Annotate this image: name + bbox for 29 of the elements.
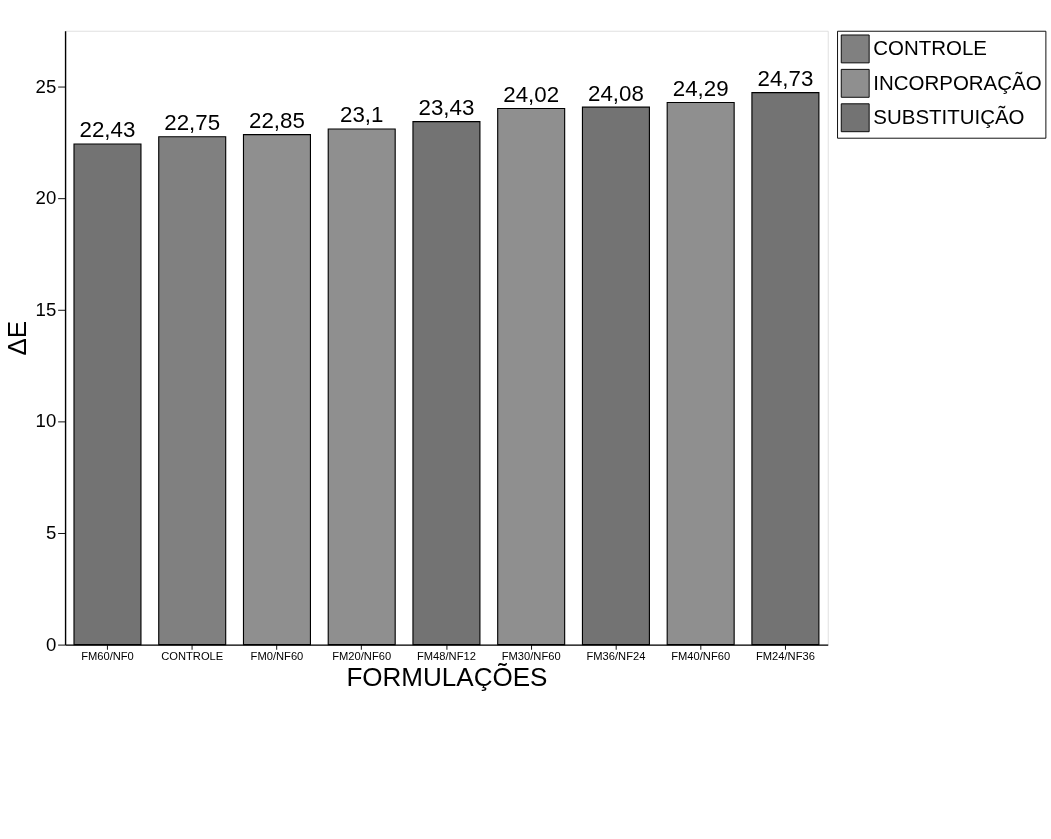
y-axis-title: ΔE — [2, 320, 33, 356]
y-tick-label: 25 — [35, 75, 57, 97]
legend-label: INCORPORAÇÃO — [873, 70, 1042, 94]
data-label: 24,73 — [757, 66, 814, 92]
x-tick-label: FM0/NF60 — [250, 649, 304, 662]
x-axis-title: FORMULAÇÕES — [346, 662, 548, 693]
data-label: 23,43 — [418, 95, 475, 121]
data-label: 24,08 — [588, 80, 644, 106]
x-tick-label: FM30/NF60 — [501, 649, 561, 662]
x-tick-label: FM36/NF24 — [586, 649, 646, 662]
legend-label: SUBSTITUIÇÃO — [873, 105, 1025, 129]
data-label: 22,75 — [164, 110, 221, 136]
data-label: 22,85 — [249, 108, 305, 134]
y-tick-label: 15 — [35, 298, 57, 320]
data-label: 22,43 — [79, 117, 136, 143]
x-tick-label: CONTROLE — [161, 649, 224, 662]
x-tick-label: FM40/NF60 — [671, 649, 731, 662]
x-tick-label: FM20/NF60 — [332, 649, 392, 662]
y-tick-label: 10 — [35, 410, 57, 432]
data-label: 23,1 — [339, 102, 384, 128]
x-tick-label: FM48/NF12 — [416, 649, 476, 662]
legend-label: CONTROLE — [873, 36, 988, 60]
data-label: 24,02 — [503, 81, 560, 107]
x-tick-label: FM24/NF36 — [755, 649, 815, 662]
x-tick-label: FM60/NF0 — [81, 649, 134, 662]
y-tick-label: 0 — [45, 633, 57, 655]
data-label: 24,29 — [672, 75, 729, 101]
y-tick-label: 5 — [45, 522, 57, 544]
y-tick-label: 20 — [35, 187, 57, 209]
